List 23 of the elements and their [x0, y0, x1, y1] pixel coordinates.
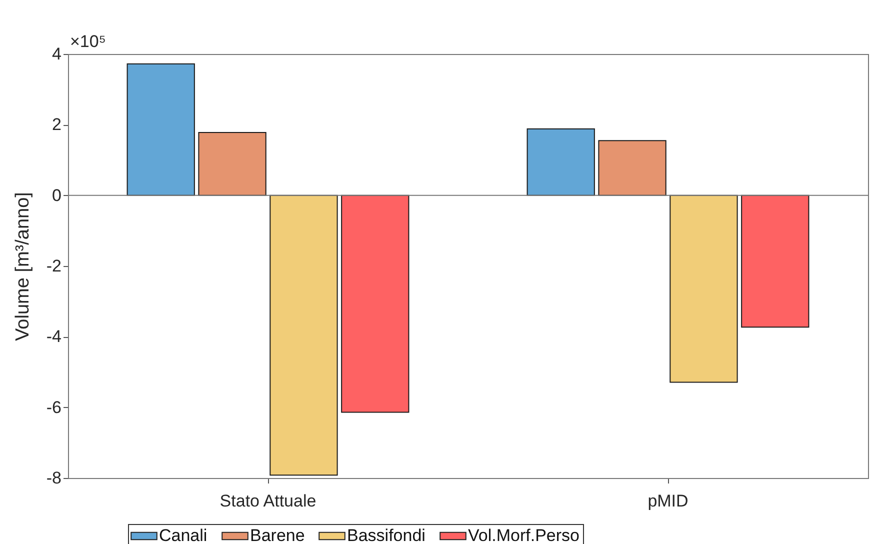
bar — [126, 63, 195, 196]
legend-label: Canali — [159, 526, 208, 544]
legend-label: Bassifondi — [347, 526, 426, 544]
y-tick-label: 0 — [52, 186, 62, 205]
y-axis-title: Volume [m³/anno] — [12, 192, 34, 341]
legend-label: Barene — [250, 526, 305, 544]
bar — [198, 132, 266, 196]
x-tick-label: pMID — [648, 492, 688, 510]
text: ×10⁵ — [70, 32, 106, 51]
x-tick-label: Stato Attuale — [220, 492, 316, 510]
bar — [526, 128, 595, 196]
bar — [670, 194, 738, 383]
y-tick-label: -8 — [46, 468, 62, 488]
bar — [598, 140, 666, 196]
bar — [741, 194, 810, 328]
y-tick-label: 2 — [52, 115, 62, 134]
y-tick-label: -2 — [46, 256, 62, 276]
y-tick-label: 4 — [52, 44, 62, 64]
y-tick-label: -4 — [46, 327, 62, 346]
bar — [341, 194, 410, 413]
y-tick-label: -6 — [46, 398, 62, 417]
legend-label: Vol.Morf.Perso — [468, 526, 580, 544]
bar — [270, 194, 338, 476]
